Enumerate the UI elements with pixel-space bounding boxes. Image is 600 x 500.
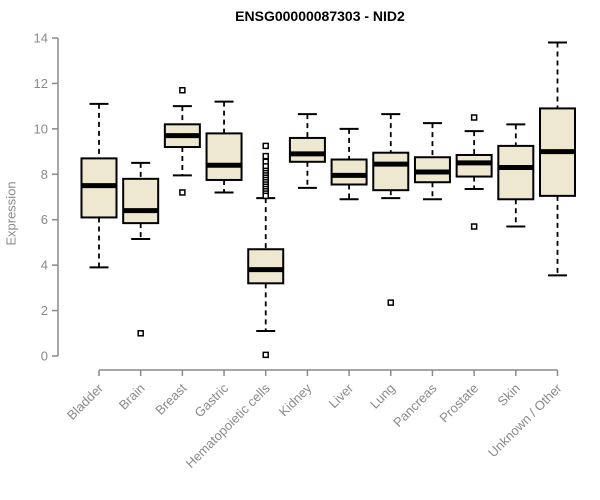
x-category-label-prostate: Prostate [436,381,481,426]
outlier-point [387,299,395,306]
box-rect [122,177,160,225]
y-tick-label: 2 [41,303,48,318]
boxplot-unknown-other [539,41,576,277]
boxplot-brain [122,161,160,337]
boxplot-prostate [455,114,493,230]
boxplot-breast [163,86,201,196]
boxplot-pancreas [413,122,451,201]
box-rect [330,158,368,186]
outlier-point [262,192,269,200]
x-category-label-kidney: Kidney [276,380,315,419]
y-tick-label: 12 [34,76,48,91]
x-category-label-breast: Breast [152,380,189,417]
outlier-point [470,223,478,230]
box-rect [288,136,326,163]
boxplot-lung [372,113,410,306]
outlier-point [470,114,478,121]
y-tick-label: 10 [34,121,48,136]
boxplot-gastric [205,100,243,194]
outlier-point [179,189,186,196]
x-category-label-skin: Skin [494,381,522,409]
x-category-label-gastric: Gastric [191,380,231,420]
x-category-label-liver: Liver [326,380,357,411]
boxplot-liver [330,127,368,201]
y-tick-label: 14 [34,31,48,46]
boxplot-bladder [80,102,118,269]
box-rect [372,151,410,192]
x-category-label-bladder: Bladder [64,380,107,423]
y-tick-label: 8 [41,167,48,182]
boxplot-skin [497,123,535,228]
box-rect [247,248,285,285]
boxplot-kidney [288,113,326,189]
box-rect [205,132,243,181]
chart-title: ENSG00000087303 - NID2 [235,8,405,24]
boxplot-hematopoietic-cells [247,142,285,359]
x-category-label-brain: Brain [116,381,148,413]
box-rect [455,153,493,178]
box-rect [497,144,535,201]
y-tick-label: 6 [41,212,48,227]
outlier-point [137,330,144,337]
y-axis-label: Expression [3,181,19,246]
outlier-point [262,152,269,160]
x-category-label-unknown-other: Unknown / Other [485,380,565,460]
x-category-label-lung: Lung [367,381,398,412]
outlier-point [262,351,269,359]
outlier-point [262,142,269,150]
y-tick-label: 4 [41,258,48,273]
x-category-label-pancreas: Pancreas [390,380,440,430]
outlier-point [179,86,186,94]
y-tick-label: 0 [41,349,48,364]
